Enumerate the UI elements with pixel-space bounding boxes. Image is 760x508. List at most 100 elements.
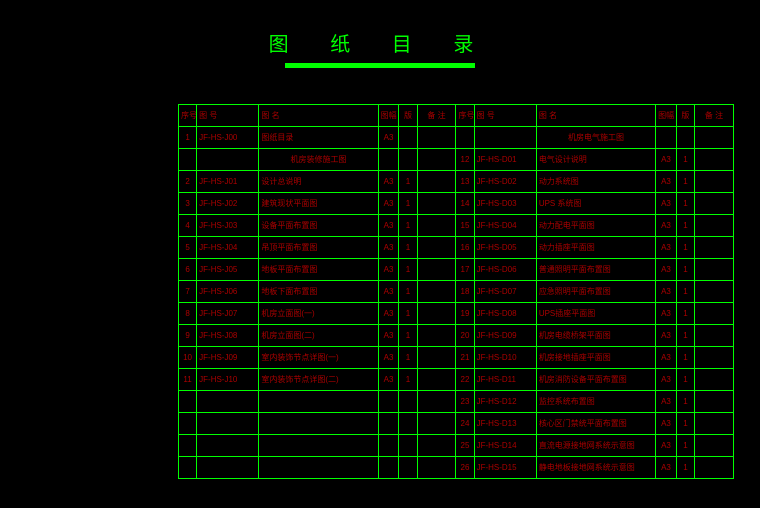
cell-name (259, 457, 378, 479)
cell-ver: 1 (676, 391, 694, 413)
cell-fmt: A3 (656, 347, 677, 369)
cell-ver (399, 413, 417, 435)
title-underline (285, 63, 475, 68)
cell-note (417, 391, 456, 413)
cell-fmt (378, 413, 399, 435)
table-row: 23JF-HS-D12监控系统布置图A31 (179, 391, 734, 413)
cell-seq: 1 (179, 127, 197, 149)
cell-note (694, 259, 733, 281)
cell-no: JF-HS-D05 (474, 237, 536, 259)
cell-fmt: A3 (378, 347, 399, 369)
cell-name: 动力配电平面图 (536, 215, 655, 237)
title-block: 图 纸 目 录 (0, 28, 760, 68)
cell-no: JF-HS-J10 (197, 369, 259, 391)
cell-ver: 1 (676, 149, 694, 171)
cell-no: JF-HS-D07 (474, 281, 536, 303)
cell-no (197, 149, 259, 171)
cell-fmt: A3 (656, 215, 677, 237)
cell-seq (179, 435, 197, 457)
cell-name: 机房电缆桥架平面图 (536, 325, 655, 347)
cell-seq: 6 (179, 259, 197, 281)
cell-note (694, 193, 733, 215)
cell-seq (456, 127, 474, 149)
table-row: 11JF-HS-J10室内装饰节点详图(二)A3122JF-HS-D11机房消防… (179, 369, 734, 391)
cell-ver: 1 (676, 259, 694, 281)
cell-name: 室内装饰节点详图(一) (259, 347, 378, 369)
cell-no: JF-HS-J02 (197, 193, 259, 215)
hdr-ver-r: 版 (676, 105, 694, 127)
drawing-index-table: 序号 图 号 图 名 图幅 版 备 注 序号 图 号 图 名 图幅 版 备 注 … (178, 104, 734, 479)
cell-fmt: A3 (656, 435, 677, 457)
cell-fmt: A3 (656, 391, 677, 413)
cell-no: JF-HS-D02 (474, 171, 536, 193)
cell-seq (179, 149, 197, 171)
cell-note (694, 435, 733, 457)
cell-fmt: A3 (656, 149, 677, 171)
cell-seq: 2 (179, 171, 197, 193)
cell-note (417, 325, 456, 347)
cell-name: 设计总说明 (259, 171, 378, 193)
cell-no: JF-HS-D04 (474, 215, 536, 237)
cell-name: 设备平面布置图 (259, 215, 378, 237)
cell-name: 监控系统布置图 (536, 391, 655, 413)
cell-ver: 1 (676, 281, 694, 303)
cell-name: 吊顶平面布置图 (259, 237, 378, 259)
cell-ver: 1 (676, 413, 694, 435)
cell-no: JF-HS-J06 (197, 281, 259, 303)
cell-seq: 14 (456, 193, 474, 215)
header-row: 序号 图 号 图 名 图幅 版 备 注 序号 图 号 图 名 图幅 版 备 注 (179, 105, 734, 127)
cell-fmt: A3 (656, 281, 677, 303)
cell-no: JF-HS-D08 (474, 303, 536, 325)
cell-no: JF-HS-J05 (197, 259, 259, 281)
drawing-index-table-wrap: 序号 图 号 图 名 图幅 版 备 注 序号 图 号 图 名 图幅 版 备 注 … (178, 104, 734, 479)
cell-no: JF-HS-J08 (197, 325, 259, 347)
cell-seq: 26 (456, 457, 474, 479)
cell-name: 静电地板接地网系统示意图 (536, 457, 655, 479)
cell-no: JF-HS-J04 (197, 237, 259, 259)
cell-ver (399, 149, 417, 171)
page-title: 图 纸 目 录 (0, 28, 760, 57)
cell-fmt: A3 (378, 127, 399, 149)
cell-ver: 1 (399, 281, 417, 303)
cell-note (417, 303, 456, 325)
cell-seq: 16 (456, 237, 474, 259)
cell-seq: 15 (456, 215, 474, 237)
cell-note (694, 127, 733, 149)
cell-note (417, 171, 456, 193)
cell-seq: 13 (456, 171, 474, 193)
table-row: 4JF-HS-J03设备平面布置图A3115JF-HS-D04动力配电平面图A3… (179, 215, 734, 237)
cell-fmt: A3 (656, 237, 677, 259)
hdr-no-l: 图 号 (197, 105, 259, 127)
cell-seq: 12 (456, 149, 474, 171)
cell-ver: 1 (676, 171, 694, 193)
cell-name: UPS 系统图 (536, 193, 655, 215)
table-row: 1JF-HS-J00图纸目录A3机房电气施工图 (179, 127, 734, 149)
cell-note (417, 259, 456, 281)
hdr-name-l: 图 名 (259, 105, 378, 127)
table-row: 机房装修施工图12JF-HS-D01电气设计说明A31 (179, 149, 734, 171)
cell-note (694, 237, 733, 259)
cell-name (259, 413, 378, 435)
cell-ver: 1 (676, 193, 694, 215)
cell-ver: 1 (676, 325, 694, 347)
hdr-fmt-l: 图幅 (378, 105, 399, 127)
cell-ver: 1 (676, 237, 694, 259)
cell-ver: 1 (676, 457, 694, 479)
cell-note (417, 435, 456, 457)
cell-seq: 17 (456, 259, 474, 281)
table-row: 8JF-HS-J07机房立面图(一)A3119JF-HS-D08UPS插座平面图… (179, 303, 734, 325)
cell-seq: 11 (179, 369, 197, 391)
cell-seq: 3 (179, 193, 197, 215)
cell-no: JF-HS-J00 (197, 127, 259, 149)
cell-name: UPS插座平面图 (536, 303, 655, 325)
cell-name: 直流电源接地网系统示意图 (536, 435, 655, 457)
cell-no: JF-HS-D06 (474, 259, 536, 281)
table-row: 7JF-HS-J06地板下面布置图A3118JF-HS-D07应急照明平面布置图… (179, 281, 734, 303)
cell-fmt: A3 (378, 237, 399, 259)
cell-seq: 18 (456, 281, 474, 303)
cell-ver: 1 (676, 369, 694, 391)
cell-ver: 1 (399, 171, 417, 193)
hdr-no-r: 图 号 (474, 105, 536, 127)
hdr-ver-l: 版 (399, 105, 417, 127)
cell-note (417, 457, 456, 479)
